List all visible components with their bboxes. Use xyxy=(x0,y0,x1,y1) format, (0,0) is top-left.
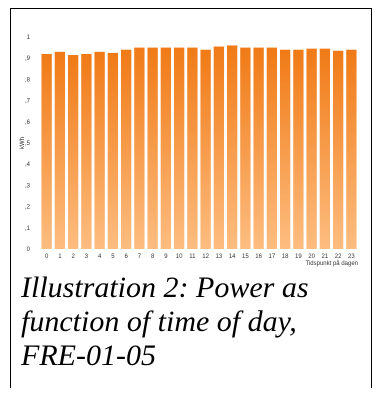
x-tick-label: 18 xyxy=(282,254,289,260)
bar-hour-22 xyxy=(332,50,344,249)
bar-hour-1 xyxy=(54,51,66,250)
x-tick-label: 4 xyxy=(98,254,102,260)
x-axis-label: Tidspunkt på dagen xyxy=(306,260,358,267)
bar-hour-8 xyxy=(147,47,158,249)
bar-hour-15 xyxy=(240,47,251,249)
bar-hour-10 xyxy=(173,47,185,249)
x-tick-label: 14 xyxy=(229,254,236,260)
y-tick-label: ,6 xyxy=(25,120,31,126)
bar-hour-13 xyxy=(213,46,225,249)
bar-hour-19 xyxy=(293,49,304,249)
y-tick-label: 0 xyxy=(27,247,31,253)
bars-group xyxy=(41,45,357,250)
figure-caption: Illustration 2: Power as function of tim… xyxy=(21,271,309,372)
x-tick-label: 22 xyxy=(335,254,342,260)
y-tick-label: ,8 xyxy=(25,77,31,83)
x-tick-label: 16 xyxy=(255,254,262,260)
bar-hour-0 xyxy=(41,53,52,250)
bar-hour-14 xyxy=(226,45,238,250)
x-tick-label: 3 xyxy=(85,254,89,260)
x-tick-label: 9 xyxy=(164,254,168,260)
x-axis: 0 1 2 3 4 5 6 7 8 9 10 11 12 13 14 15 16 17 18 19 20 21 22 23 xyxy=(45,254,355,260)
x-tick-label: 10 xyxy=(176,254,183,260)
bar-hour-6 xyxy=(120,49,132,249)
x-tick-label: 7 xyxy=(138,254,142,260)
x-tick-label: 17 xyxy=(269,254,276,260)
x-tick-label: 6 xyxy=(124,254,128,260)
bar-hour-20 xyxy=(306,48,317,249)
bar-hour-17 xyxy=(266,47,278,249)
x-tick-label: 11 xyxy=(189,254,196,260)
x-tick-label: 13 xyxy=(216,254,223,260)
y-tick-label: ,4 xyxy=(25,162,31,168)
y-tick-label: ,3 xyxy=(25,183,31,189)
x-tick-label: 19 xyxy=(295,254,302,260)
x-tick-label: 15 xyxy=(242,254,249,260)
y-tick-label: ,2 xyxy=(25,205,31,211)
bar-hour-3 xyxy=(81,53,92,250)
x-tick-label: 0 xyxy=(45,254,49,260)
y-axis-label: kWh xyxy=(20,137,26,149)
y-tick-label: 1 xyxy=(27,35,31,41)
y-axis: 0 ,1 ,2 ,3 ,4 ,5 ,6 ,7 ,8 ,9 1 xyxy=(25,35,31,253)
y-tick-label: ,1 xyxy=(25,226,31,232)
bar-hour-9 xyxy=(160,47,172,249)
bar-hour-21 xyxy=(319,48,331,249)
x-tick-label: 2 xyxy=(71,254,75,260)
x-tick-label: 20 xyxy=(308,254,315,260)
bar-hour-16 xyxy=(253,47,264,249)
y-tick-label: ,9 xyxy=(25,56,31,62)
x-tick-label: 8 xyxy=(151,254,155,260)
bar-hour-12 xyxy=(200,49,211,249)
x-tick-label: 21 xyxy=(322,254,329,260)
x-tick-label: 12 xyxy=(202,254,209,260)
bar-hour-18 xyxy=(279,49,291,249)
bar-hour-23 xyxy=(346,49,357,249)
x-tick-label: 1 xyxy=(58,254,62,260)
bar-hour-11 xyxy=(187,47,198,249)
bar-hour-7 xyxy=(134,47,145,249)
bar-hour-5 xyxy=(107,52,119,250)
y-tick-label: ,5 xyxy=(25,141,31,147)
bar-hour-4 xyxy=(94,51,105,250)
power-bar-chart: 0,1,2,3,4,5,6,7,8,91 0 1 2 3 4 5 6 7 8 9 10 11 12 13 1… xyxy=(20,35,358,267)
y-tick-label: ,7 xyxy=(25,99,31,105)
bar-hour-2 xyxy=(67,55,79,249)
x-tick-label: 5 xyxy=(111,254,115,260)
x-tick-label: 23 xyxy=(348,254,355,260)
